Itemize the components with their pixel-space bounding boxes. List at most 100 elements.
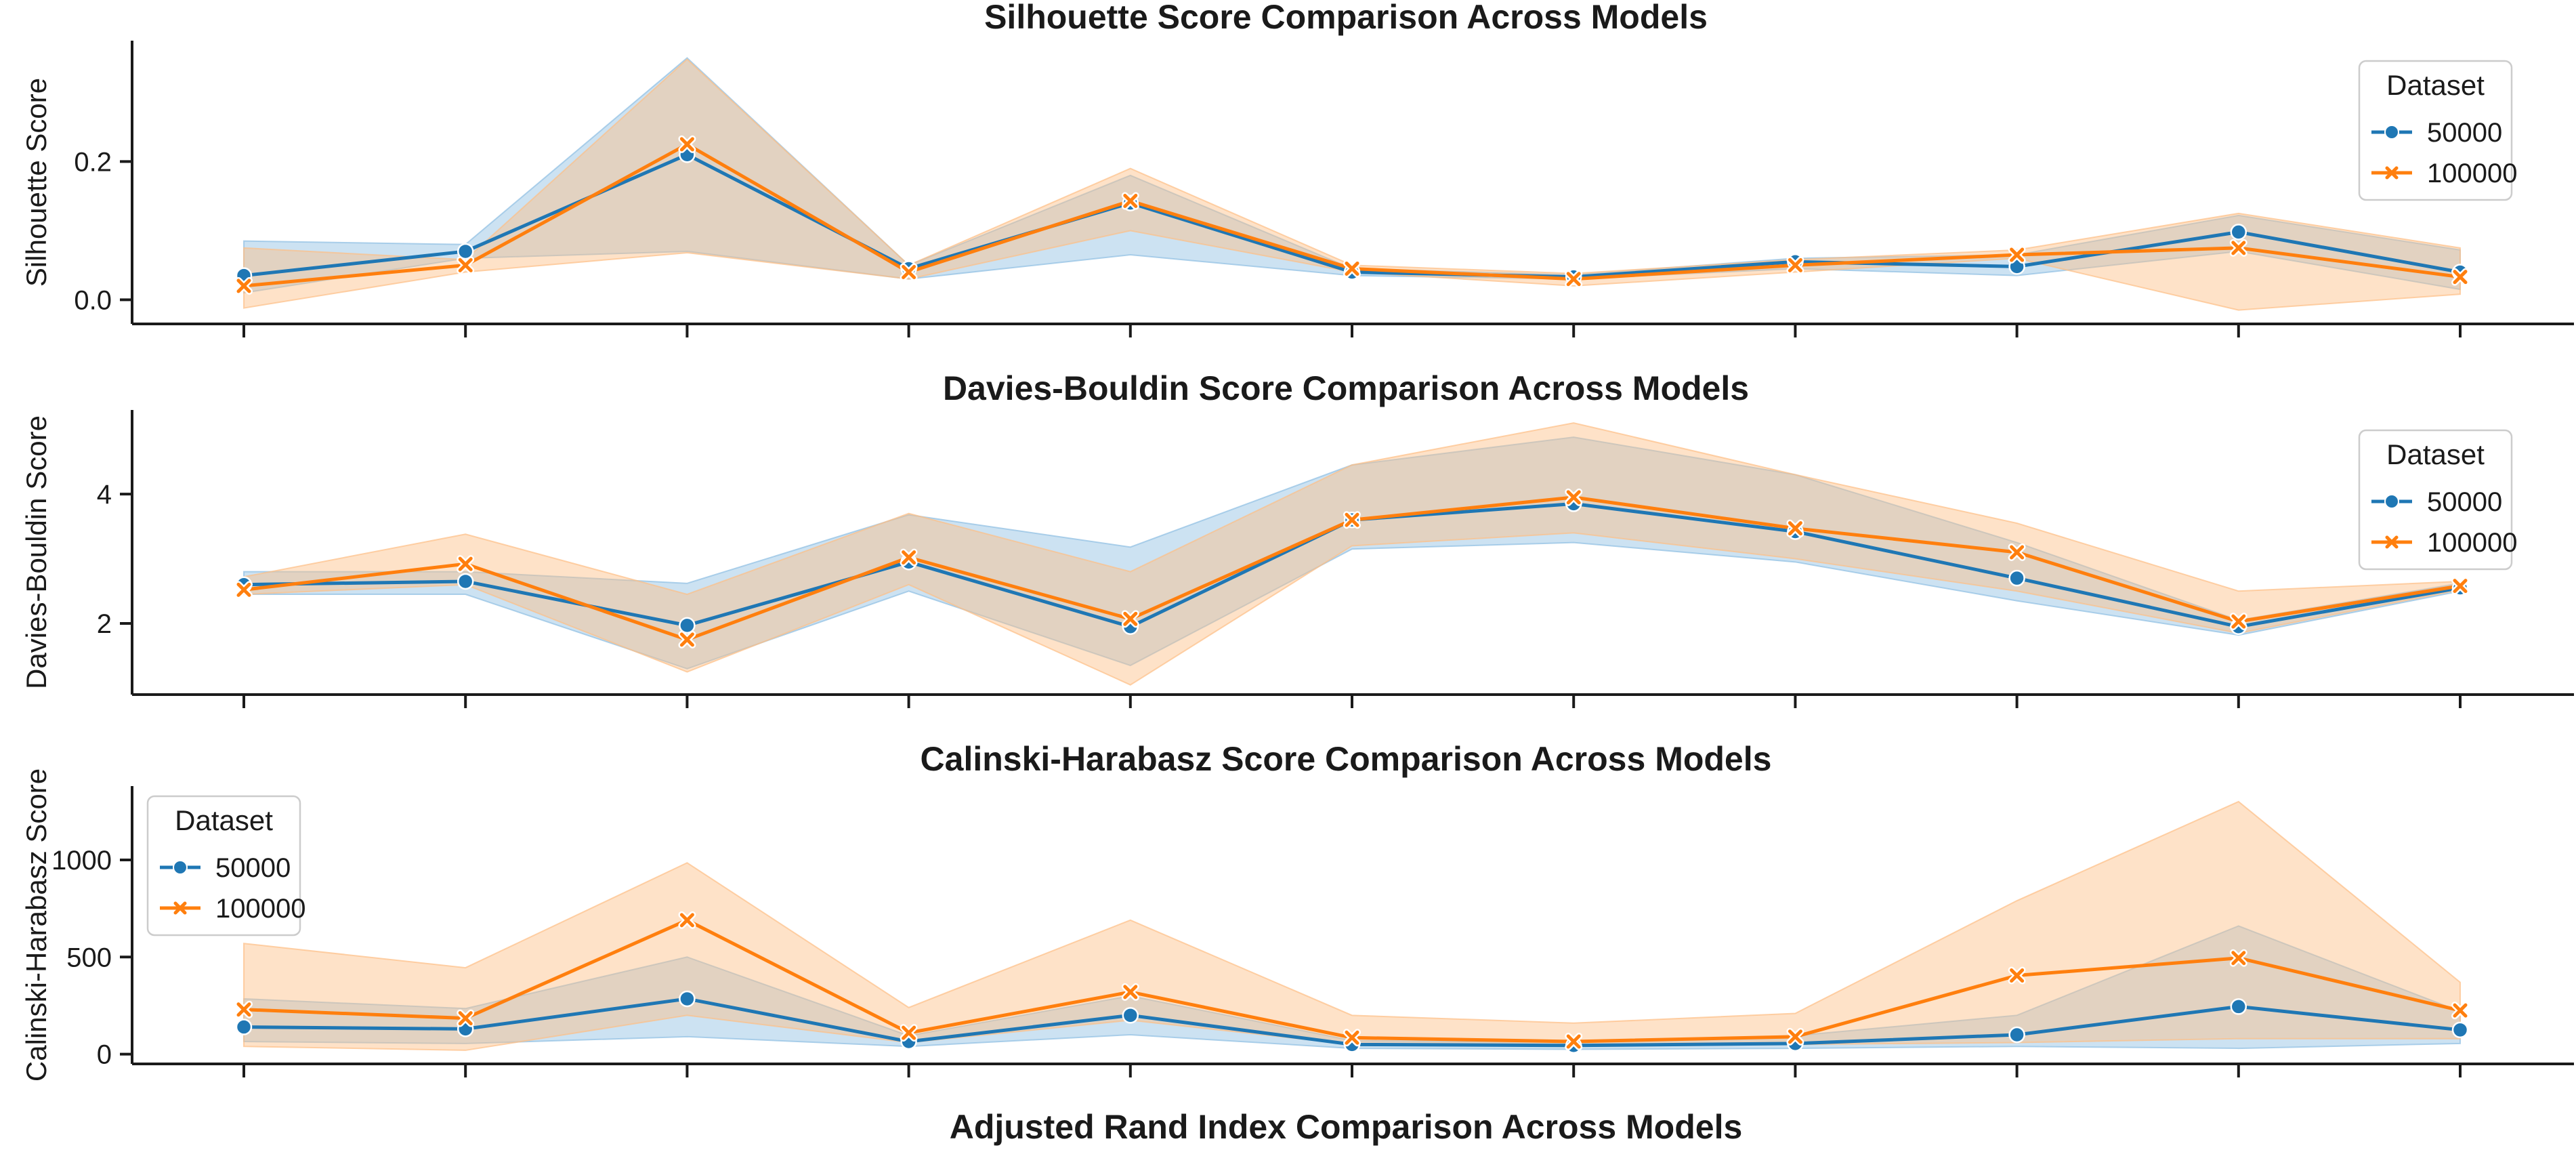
- marker-cross: [1788, 258, 1802, 272]
- marker-cross: [2453, 579, 2468, 594]
- data-point-100000: [2008, 966, 2026, 985]
- marker-cross: [2231, 951, 2246, 966]
- data-point-50000: [2008, 1026, 2025, 1044]
- marker-cross: [1345, 1030, 1359, 1045]
- data-point-50000: [2230, 224, 2247, 241]
- legend-title: Dataset: [2386, 69, 2485, 101]
- panel-title: Davies-Bouldin Score Comparison Across M…: [943, 369, 1749, 407]
- data-point-100000: [678, 135, 696, 153]
- panel-title: Calinski-Harabasz Score Comparison Acros…: [921, 740, 1772, 778]
- legend-box: [2358, 60, 2513, 201]
- data-point-100000: [1121, 192, 1139, 210]
- data-point-100000: [2229, 949, 2247, 967]
- y-tick-label: 4: [97, 480, 112, 510]
- marker-cross: [1566, 1034, 1581, 1049]
- data-point-100000: [235, 1000, 253, 1019]
- y-axis-label: Silhouette Score: [20, 78, 52, 287]
- davies-bouldin-panel: Davies-Bouldin Score Comparison Across M…: [20, 369, 2574, 708]
- legend: Dataset 50000 100000: [2358, 429, 2517, 571]
- marker-cross: [2010, 247, 2025, 262]
- data-point-100000: [678, 630, 696, 649]
- marker-cross: [458, 1011, 473, 1026]
- legend-label-100000: 100000: [2427, 159, 2517, 188]
- data-point-100000: [1343, 260, 1361, 278]
- legend-marker-50000: [2384, 125, 2399, 140]
- legend-box: [146, 795, 301, 937]
- marker-cross: [1345, 512, 1359, 527]
- legend-marker-100000: [173, 901, 187, 915]
- data-point-100000: [1786, 519, 1804, 537]
- data-point-100000: [678, 911, 696, 929]
- data-point-50000: [457, 243, 474, 260]
- marker-cross: [458, 258, 473, 272]
- data-point-100000: [235, 581, 253, 599]
- data-point-50000: [2230, 998, 2247, 1015]
- y-axis-label: Davies-Bouldin Score: [20, 415, 52, 689]
- y-tick-label: 0.0: [74, 285, 112, 315]
- marker-cross: [2453, 1003, 2468, 1018]
- legend-marker-50000: [2384, 494, 2399, 509]
- data-point-50000: [235, 1019, 253, 1035]
- confidence-band-100000: [243, 422, 2461, 686]
- data-point-100000: [2008, 246, 2026, 264]
- y-tick-label: 2: [97, 609, 112, 639]
- legend-label-100000: 100000: [2427, 528, 2517, 558]
- marker-cross: [2231, 614, 2246, 629]
- data-point-100000: [2229, 239, 2247, 257]
- marker-cross: [1566, 490, 1581, 505]
- data-point-50000: [2008, 569, 2025, 587]
- data-point-100000: [2451, 268, 2469, 286]
- marker-cross: [1123, 611, 1138, 626]
- legend-label-100000: 100000: [215, 894, 305, 924]
- data-point-100000: [457, 555, 475, 573]
- data-point-100000: [2229, 613, 2247, 631]
- marker-cross: [2453, 270, 2468, 285]
- marker-cross: [1788, 521, 1802, 536]
- legend-marker-100000: [2385, 166, 2399, 180]
- legend-box: [2358, 429, 2513, 571]
- data-point-50000: [679, 617, 696, 634]
- panel-title: Silhouette Score Comparison Across Model…: [984, 0, 1708, 36]
- marker-cross: [902, 1025, 916, 1040]
- data-point-100000: [1121, 983, 1139, 1001]
- data-point-100000: [1565, 1033, 1583, 1051]
- y-axis-label: Calinski-Harabasz Score: [20, 768, 52, 1082]
- data-point-100000: [1565, 488, 1583, 506]
- legend-label-50000: 50000: [2427, 118, 2502, 148]
- marker-cross: [902, 550, 916, 565]
- marker-cross: [902, 265, 916, 280]
- y-tick-label: 1000: [51, 846, 112, 876]
- data-point-50000: [2451, 1021, 2469, 1039]
- legend-marker-50000: [173, 860, 188, 875]
- marker-cross: [236, 1002, 251, 1017]
- marker-cross: [1788, 1029, 1802, 1044]
- y-tick-label: 0: [97, 1040, 112, 1070]
- legend: Dataset 50000 100000: [2358, 60, 2517, 201]
- data-point-50000: [679, 990, 696, 1008]
- legend-label-50000: 50000: [2427, 487, 2502, 517]
- data-point-100000: [1786, 1027, 1804, 1046]
- data-point-100000: [900, 263, 918, 281]
- silhouette-panel: Silhouette Score Comparison Across Model…: [20, 0, 2574, 337]
- legend-label-50000: 50000: [215, 853, 291, 883]
- data-point-100000: [1786, 256, 1804, 274]
- marker-cross: [679, 632, 694, 647]
- y-tick-label: 0.2: [74, 147, 112, 177]
- data-point-100000: [1565, 270, 1583, 288]
- marker-cross: [2010, 968, 2025, 983]
- marker-cross: [458, 556, 473, 571]
- marker-cross: [679, 913, 694, 928]
- data-point-100000: [2451, 1002, 2469, 1020]
- legend: Dataset 50000 100000: [146, 795, 305, 937]
- legend-title: Dataset: [2386, 438, 2485, 470]
- data-point-100000: [2008, 543, 2026, 561]
- data-point-100000: [457, 256, 475, 274]
- data-point-100000: [1121, 610, 1139, 628]
- calinski-harabasz-panel: Calinski-Harabasz Score Comparison Acros…: [20, 740, 2574, 1082]
- data-point-100000: [1343, 1029, 1361, 1047]
- ari-panel-title: Adjusted Rand Index Comparison Across Mo…: [950, 1108, 1743, 1146]
- marker-cross: [679, 137, 694, 152]
- data-point-50000: [1122, 1007, 1139, 1024]
- marker-cross: [1123, 194, 1138, 209]
- data-point-100000: [900, 1024, 918, 1042]
